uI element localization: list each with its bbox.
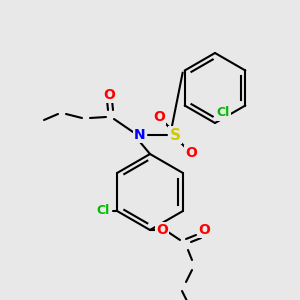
Text: O: O (153, 110, 165, 124)
Text: O: O (198, 223, 210, 237)
Text: Cl: Cl (216, 106, 230, 119)
Text: S: S (169, 128, 181, 142)
Text: O: O (156, 223, 168, 237)
Text: Cl: Cl (97, 205, 110, 218)
Text: N: N (134, 128, 146, 142)
Text: O: O (103, 88, 115, 102)
Text: O: O (185, 146, 197, 160)
